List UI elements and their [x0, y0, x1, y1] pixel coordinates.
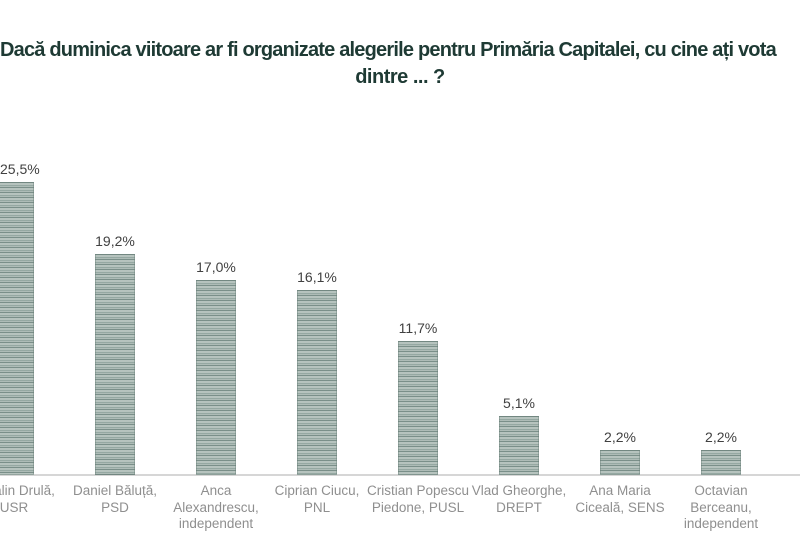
bar-value-label: 17,0%: [196, 258, 236, 275]
bar-value-label: 16,1%: [297, 269, 337, 286]
bar-value-label: 5,1%: [503, 395, 535, 412]
bar-category-label: Daniel Băluță, PSD: [72, 483, 158, 515]
bar: [196, 279, 236, 475]
bar-category-label: Cristian Popescu Piedone, PUSL: [366, 483, 470, 515]
bar-value-label: 25,5%: [0, 161, 40, 178]
bar: [499, 416, 539, 475]
bar-value-label: 11,7%: [398, 319, 438, 336]
bar: [600, 449, 640, 475]
bar-category-label: Vlad Gheorghe, DREPT: [471, 483, 567, 515]
bar: [398, 340, 438, 475]
bar-value-label: 2,2%: [705, 428, 737, 445]
chart-title-line1: Dacă duminica viitoare ar fi organizate …: [0, 39, 777, 61]
bar: [95, 254, 135, 475]
bar-category-label: Ana Maria Ciceală, SENS: [575, 483, 665, 515]
bar-category-label: Anca Alexandrescu, independent: [173, 483, 259, 531]
bar-category-label: Octavian Berceanu, independent: [683, 483, 759, 531]
bar: [297, 290, 337, 475]
chart-title: Dacă duminica viitoare ar fi organizate …: [0, 36, 800, 98]
bar: [701, 449, 741, 475]
bar-category-label: Ciprian Ciucu, PNL: [274, 483, 360, 515]
bar-value-label: 2,2%: [604, 428, 636, 445]
bar-category-label: Cătălin Drulă, USR: [0, 483, 55, 515]
chart-title-line2: dintre ... ?: [355, 66, 445, 88]
bar-value-label: 19,2%: [95, 233, 135, 250]
x-axis-line: [0, 474, 800, 476]
bar: [0, 182, 34, 475]
